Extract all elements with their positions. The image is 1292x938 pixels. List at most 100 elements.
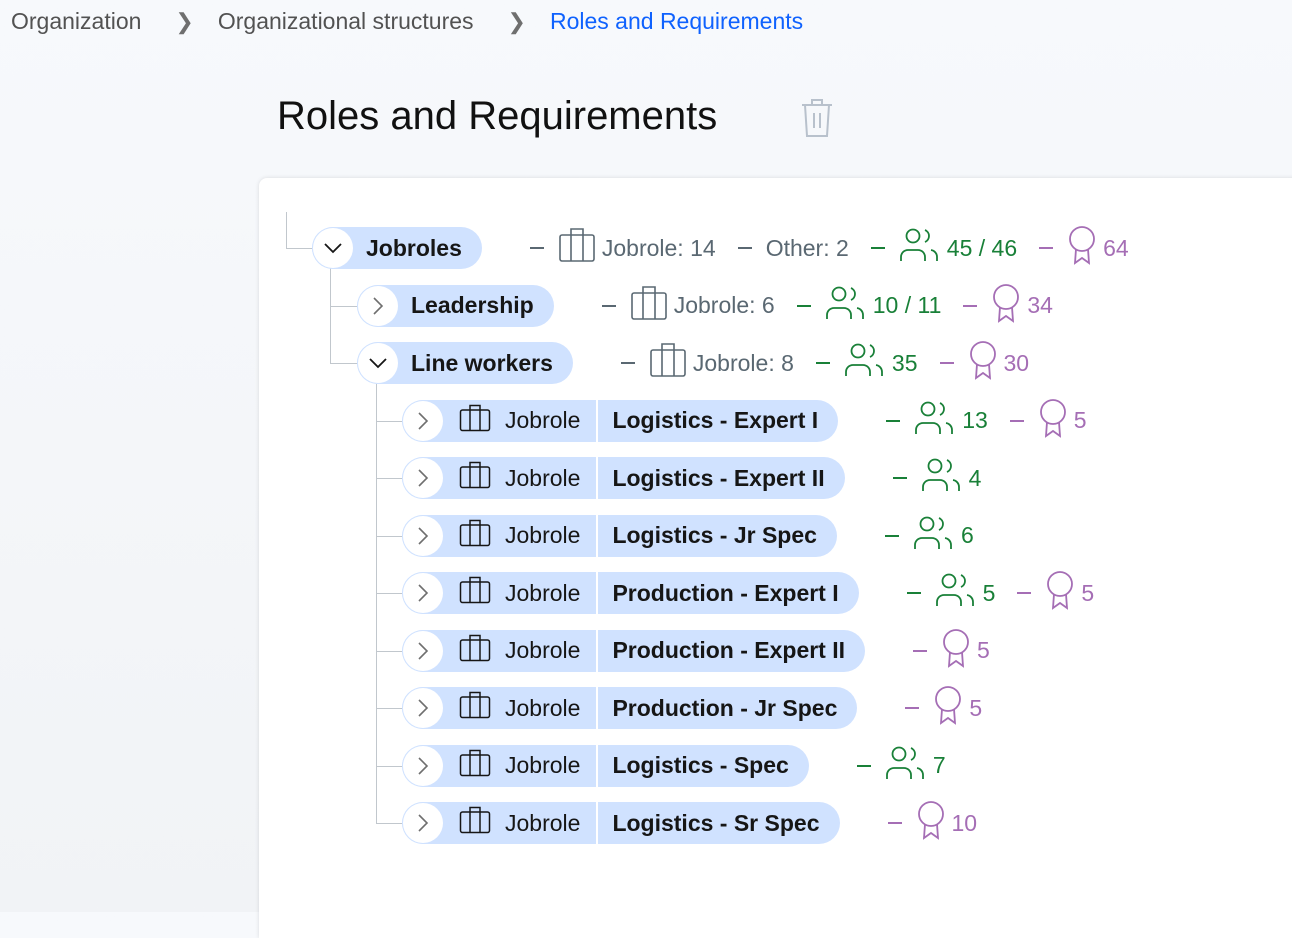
stat-people: 5 [906,572,995,614]
divider [596,572,599,614]
tree-connector [376,384,377,824]
node-type: Jobrole [443,687,596,729]
stat-people: 45 / 46 [870,227,1017,269]
node-label: Line workers [411,349,553,376]
node-type: Jobrole [443,457,596,499]
node-type: Jobrole [443,802,596,844]
dash [963,304,978,307]
stat-cert: 64 [1039,225,1129,271]
breadcrumb-organization[interactable]: Organization [11,8,142,34]
tree-connector [376,708,402,709]
node-label: Jobroles [366,234,462,261]
node-stats: 10 [887,800,1000,846]
stat-people: 4 [892,457,981,499]
node-label: Logistics - Spec [612,752,789,778]
user-group-icon [844,342,892,384]
dash [870,247,885,249]
tree-connector [376,766,402,767]
node-stats: 7 [856,745,968,787]
stat-people: 6 [884,515,974,557]
node-pill[interactable]: Jobrole Logistics - Sr Spec [402,802,840,844]
node-pill[interactable]: Jobrole Production - Expert II [402,629,866,672]
dash [1009,419,1024,422]
chevron-right-icon[interactable] [403,573,443,613]
tree-connector [376,823,402,824]
node-pill[interactable]: Leadership [357,284,554,327]
divider [596,687,599,729]
breadcrumb-current[interactable]: Roles and Requirements [549,8,804,34]
chevron-right-icon[interactable] [403,458,443,498]
node-label: Leadership [411,292,534,318]
briefcase-icon [459,576,491,610]
user-group-icon [825,285,873,327]
briefcase-icon [459,691,491,725]
tree-node: Jobrole Production - Expert II 5 [402,628,1012,674]
stat-cert: 5 [1017,570,1094,616]
stat-jobrole: Jobrole: 6 [601,285,775,327]
node-label: Logistics - Jr Spec [612,522,817,548]
chevron-down-icon[interactable] [313,228,353,268]
certificate-icon [933,685,969,731]
divider [596,802,599,844]
node-type: Jobrole [443,572,596,614]
node-stats: Jobrole: 14 Other: 2 45 / 46 64 [529,225,1151,271]
tree-node: Line workers Jobrole: 8 35 30 [357,340,1051,386]
dash [620,362,635,364]
chevron-right-icon: ❯ [507,8,526,34]
chevron-right-icon[interactable] [403,688,443,728]
node-pill[interactable]: Jobrole Logistics - Jr Spec [402,514,837,557]
node-pill[interactable]: Jobrole Production - Expert I [402,572,859,614]
certificate-icon [1045,570,1081,616]
divider [596,629,599,672]
node-label: Production - Expert I [612,579,839,606]
dash [913,649,928,652]
node-pill[interactable]: Jobroles [312,227,482,269]
dash [796,304,811,307]
page-title: Roles and Requirements [277,94,718,138]
dash [939,362,954,364]
node-stats: 4 [892,457,1004,499]
node-pill[interactable]: Jobrole Logistics - Spec [402,744,809,787]
node-pill[interactable]: Jobrole Production - Jr Spec [402,687,858,729]
dash [884,534,899,537]
node-label: Logistics - Expert II [612,464,825,491]
node-type: Jobrole [443,745,596,787]
tree-connector [330,268,331,364]
briefcase-icon [459,461,491,495]
trash-icon[interactable] [800,98,834,143]
node-label: Logistics - Expert I [612,407,819,433]
node-stats: Jobrole: 8 35 30 [620,340,1051,386]
node-pill[interactable]: Jobrole Logistics - Expert I [402,399,839,442]
certificate-icon [1038,398,1074,444]
breadcrumb-organizational-structures[interactable]: Organizational structures [217,8,474,34]
dash [815,362,830,364]
user-group-icon [885,745,933,787]
tree-node: Jobrole Logistics - Sr Spec 10 [402,800,1000,846]
chevron-right-icon[interactable] [403,803,443,843]
chevron-down-icon[interactable] [358,343,398,383]
chevron-right-icon[interactable] [403,515,443,556]
node-label: Production - Expert II [612,637,846,663]
stat-people: 10 / 11 [796,285,941,327]
tree-node: Jobrole Logistics - Spec 7 [402,744,968,787]
briefcase-icon [459,749,491,783]
briefcase-icon [459,404,491,438]
tree-connector [376,536,402,537]
chevron-right-icon[interactable] [403,630,443,671]
tree-node: Jobrole Logistics - Expert II 4 [402,457,1003,499]
node-label: Production - Jr Spec [612,694,838,721]
chevron-right-icon[interactable] [403,400,443,441]
breadcrumb: Organization ❯ Organizational structures… [11,8,803,35]
divider [596,514,599,557]
stat-cert: 5 [1009,398,1087,444]
node-pill[interactable]: Jobrole Logistics - Expert II [402,457,845,499]
divider [596,457,599,499]
stat-people: 35 [815,342,918,384]
tree-node: Jobrole Logistics - Expert I 13 5 [402,398,1109,444]
user-group-icon [899,227,947,269]
chevron-right-icon[interactable] [358,285,398,326]
chevron-right-icon[interactable] [403,745,443,786]
stat-cert: 5 [913,628,990,674]
node-pill[interactable]: Line workers [357,342,573,384]
